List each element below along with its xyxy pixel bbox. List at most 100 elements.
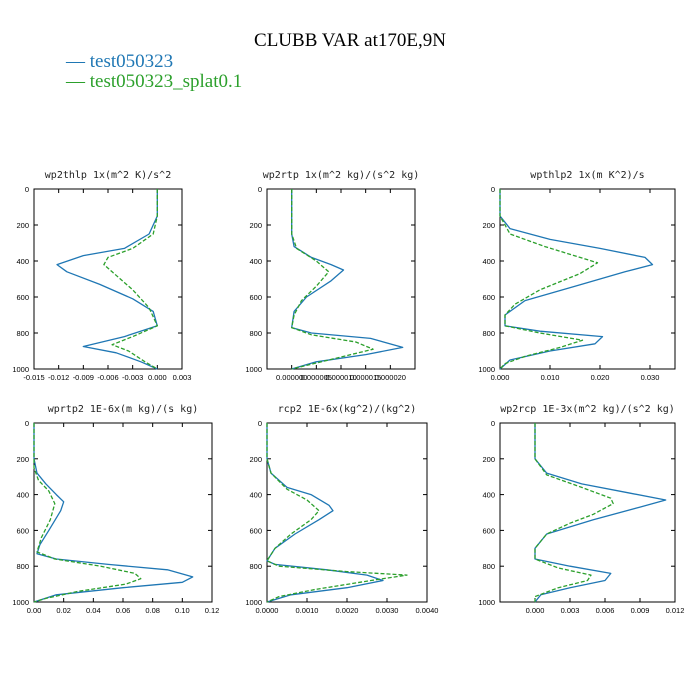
- legend-label-1: test050323: [89, 51, 174, 72]
- x-tick-label: 0.000: [491, 373, 510, 382]
- series-line-test050323: [266, 423, 384, 603]
- x-tick-label: 0.04: [86, 606, 101, 615]
- series-line-test050323: [534, 423, 667, 603]
- y-tick-label: 600: [16, 526, 29, 535]
- series-line-splat0-1: [103, 189, 158, 370]
- panel-1: wp2thlp 1x(m^2 K)/s^202004006008001000-0…: [12, 170, 191, 382]
- plot-frame-3: [499, 188, 676, 370]
- y-tick-label: 0: [491, 419, 495, 428]
- x-tick-label: -0.012: [48, 373, 69, 382]
- x-tick-label: 0.06: [116, 606, 131, 615]
- y-tick-label: 800: [482, 562, 495, 571]
- series-line-splat0-1: [266, 423, 408, 603]
- y-tick-label: 200: [249, 221, 262, 230]
- y-tick-label: 600: [16, 293, 29, 302]
- y-tick-label: 400: [482, 491, 495, 500]
- y-tick-label: 200: [16, 455, 29, 464]
- panel-2: wp2rtp 1x(m^2 kg)/(s^2 kg)0 200 400 600 800 1…: [245, 170, 419, 382]
- legend-entry-2: — test050323_splat0.1: [66, 71, 242, 93]
- y-tick-label: 400: [16, 257, 29, 266]
- panel-title-6: wp2rcp 1E-3x(m^2 kg)/(s^2 kg): [500, 404, 675, 415]
- y-tick-label: 1000: [478, 598, 495, 607]
- x-tick-label: 0.030: [641, 373, 660, 382]
- y-tick-label: 800: [16, 329, 29, 338]
- y-tick-label: 1000: [12, 598, 29, 607]
- panel-3: wpthlp2 1x(m K^2)/s 0 200 400 600 800 10000.00…: [478, 170, 676, 382]
- x-tick-label: -0.009: [73, 373, 94, 382]
- y-tick-label: 400: [482, 257, 495, 266]
- x-tick-label: 0.10: [175, 606, 190, 615]
- y-tick-label: 0: [25, 185, 29, 194]
- x-tick-label: -0.003: [122, 373, 143, 382]
- y-tick-label: 0: [258, 419, 262, 428]
- x-tick-label: 0.010: [541, 373, 560, 382]
- x-tick-label: 0.000020: [375, 373, 406, 382]
- y-tick-label: 800: [249, 562, 262, 571]
- y-tick-label: 600: [249, 293, 262, 302]
- y-tick-label: 0: [25, 419, 29, 428]
- y-tick-label: 400: [249, 491, 262, 500]
- y-tick-label: 800: [482, 329, 495, 338]
- y-tick-label: 200: [249, 455, 262, 464]
- series-line-splat0-1: [33, 423, 142, 603]
- y-tick-label: 600: [482, 293, 495, 302]
- x-tick-label: 0.006: [596, 606, 615, 615]
- y-tick-label: 600: [249, 526, 262, 535]
- plot-frame-1: [33, 188, 183, 370]
- legend-entry-1: — test050323: [66, 51, 173, 73]
- y-tick-label: 1000: [245, 598, 262, 607]
- panel-title-2: wp2rtp 1x(m^2 kg)/(s^2 kg): [263, 170, 420, 181]
- y-tick-label: 0: [258, 185, 262, 194]
- figure-title: CLUBB VAR at170E,9N: [254, 30, 446, 51]
- x-tick-label: 0.0040: [416, 606, 439, 615]
- panel-5: rcp2 1E-6x(kg^2)/(kg^2) 0 200 400 600 800 1000…: [245, 404, 438, 615]
- y-tick-label: 1000: [12, 365, 29, 374]
- y-tick-label: 0: [491, 185, 495, 194]
- y-tick-label: 1000: [245, 365, 262, 374]
- panel-title-4: wprtp2 1E-6x(m kg)/(s kg): [48, 404, 199, 415]
- y-tick-label: 200: [482, 455, 495, 464]
- x-tick-label: 0.000: [526, 606, 545, 615]
- y-tick-label: 400: [249, 257, 262, 266]
- y-tick-label: 1000: [478, 365, 495, 374]
- x-tick-label: 0.0030: [376, 606, 399, 615]
- x-tick-label: 0.000000: [276, 373, 307, 382]
- series-line-test050323: [56, 189, 158, 370]
- x-tick-label: 0.000: [148, 373, 167, 382]
- x-tick-label: 0.003: [173, 373, 192, 382]
- series-line-test050323: [291, 189, 404, 370]
- panel-title-3: wpthlp2 1x(m K^2)/s: [530, 170, 644, 181]
- series-line-splat0-1: [534, 423, 614, 602]
- y-tick-label: 200: [16, 221, 29, 230]
- x-tick-label: 0.08: [145, 606, 160, 615]
- y-tick-label: 600: [482, 526, 495, 535]
- y-tick-label: 200: [482, 221, 495, 230]
- y-tick-label: 800: [16, 562, 29, 571]
- x-tick-label: 0.003: [561, 606, 580, 615]
- series-line-test050323: [33, 423, 194, 603]
- panel-title-1: wp2thlp 1x(m^2 K)/s^2: [45, 170, 171, 181]
- x-tick-label: 0.0010: [296, 606, 319, 615]
- x-tick-label: 0.000015: [350, 373, 381, 382]
- x-tick-label: 0.0000: [256, 606, 279, 615]
- x-tick-label: 0.0020: [336, 606, 359, 615]
- legend-line-glyph-2: —: [66, 71, 90, 92]
- x-tick-label: 0.02: [56, 606, 71, 615]
- y-tick-label: 800: [249, 329, 262, 338]
- series-line-splat0-1: [291, 189, 374, 370]
- x-tick-label: 0.009: [631, 606, 650, 615]
- x-tick-label: 0.000010: [325, 373, 356, 382]
- x-tick-label: 0.000005: [301, 373, 332, 382]
- series-line-test050323: [499, 189, 654, 370]
- legend-line-glyph-1: —: [66, 51, 90, 72]
- panel-title-5: rcp2 1E-6x(kg^2)/(kg^2): [278, 404, 416, 415]
- plot-frame-2: [266, 188, 416, 370]
- series-line-splat0-1: [499, 189, 599, 370]
- x-tick-label: -0.015: [23, 373, 44, 382]
- x-tick-label: -0.006: [97, 373, 118, 382]
- legend-label-2: test050323_splat0.1: [89, 71, 243, 92]
- panel-6: wp2rcp 1E-3x(m^2 kg)/(s^2 kg) 0 200 400 600 8…: [478, 404, 684, 615]
- x-tick-label: 0.012: [666, 606, 685, 615]
- panel-4: wprtp2 1E-6x(m kg)/(s kg) 0 200 400 600 800 10…: [12, 404, 219, 615]
